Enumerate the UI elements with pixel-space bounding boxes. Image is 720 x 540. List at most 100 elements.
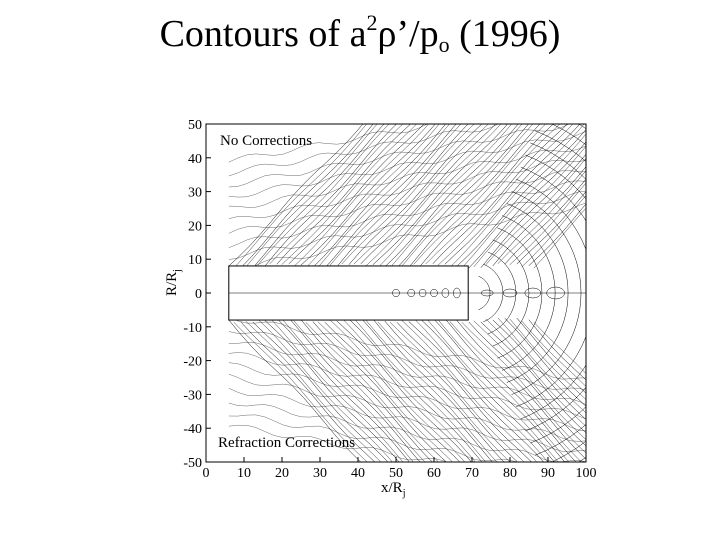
eddy-contour bbox=[418, 288, 427, 298]
mach-wave-contour bbox=[228, 319, 362, 462]
mach-wave-contour bbox=[276, 124, 411, 265]
mach-wave-contour bbox=[353, 318, 487, 462]
mach-wave-contour bbox=[492, 319, 586, 420]
wake-contour bbox=[502, 288, 518, 298]
mach-wave-contour bbox=[312, 321, 447, 462]
far-field-contour bbox=[228, 373, 586, 442]
mach-wave-contour bbox=[432, 317, 566, 462]
mach-wave-contour bbox=[317, 124, 450, 268]
title-suffix: (1996) bbox=[449, 13, 561, 55]
mach-wave-contour bbox=[300, 124, 436, 266]
acoustic-arc-contour bbox=[554, 110, 620, 504]
x-axis-label-sub: j bbox=[402, 488, 406, 499]
title-superscript: 2 bbox=[366, 10, 378, 35]
mach-wave-contour bbox=[509, 318, 586, 400]
mach-wave-contour bbox=[336, 124, 469, 268]
mach-wave-contour bbox=[240, 321, 376, 462]
mach-wave-contour bbox=[461, 322, 586, 454]
mach-wave-contour bbox=[377, 321, 511, 462]
mach-wave-contour bbox=[497, 317, 586, 414]
mach-wave-contour bbox=[360, 317, 493, 462]
far-field-contour bbox=[228, 414, 518, 462]
wake-contour bbox=[546, 286, 565, 300]
mach-wave-contour bbox=[444, 124, 581, 265]
mach-wave-contour bbox=[317, 321, 453, 462]
y-tick-label: -10 bbox=[183, 321, 202, 336]
mach-wave-contour bbox=[245, 321, 382, 462]
mach-wave-contour bbox=[425, 317, 559, 462]
far-field-contour bbox=[228, 124, 429, 163]
mach-wave-contour bbox=[480, 321, 586, 434]
x-tick-label: 70 bbox=[465, 466, 479, 481]
mach-wave-contour bbox=[420, 319, 555, 462]
mach-wave-contour bbox=[269, 317, 404, 462]
mach-wave-contour bbox=[372, 318, 505, 462]
mach-wave-contour bbox=[480, 153, 586, 268]
acoustic-arc-contour bbox=[516, 179, 586, 407]
wake-contour bbox=[480, 289, 494, 297]
mach-wave-contour bbox=[360, 124, 497, 264]
y-tick-label: -50 bbox=[183, 456, 202, 471]
contour-plot: 0 10 20 30 40 50 60 70 80 90 100 50403020100-10-20… bbox=[164, 110, 620, 504]
mach-wave-contour bbox=[348, 318, 483, 462]
mach-wave-contour bbox=[288, 317, 421, 462]
mach-wave-contour bbox=[293, 320, 426, 462]
mach-wave-contour bbox=[528, 319, 586, 381]
mach-wave-contour bbox=[257, 318, 393, 462]
mach-wave-contour bbox=[408, 124, 541, 268]
mach-wave-contour bbox=[365, 319, 498, 462]
mach-wave-contour bbox=[449, 124, 585, 268]
x-tick-label: 20 bbox=[275, 466, 289, 481]
x-tick-label: 10 bbox=[237, 466, 251, 481]
far-field-contour bbox=[228, 362, 586, 432]
mach-wave-contour bbox=[528, 203, 586, 266]
title-prefix: Contours of a bbox=[159, 13, 367, 55]
mach-wave-contour bbox=[324, 124, 457, 269]
eddy-contour bbox=[407, 288, 415, 298]
eddy-contour bbox=[430, 288, 438, 298]
panel-label-bottom: Refraction Corrections bbox=[218, 435, 355, 451]
mach-wave-contour bbox=[521, 195, 586, 268]
mach-wave-contour bbox=[521, 320, 586, 387]
mach-wave-contour bbox=[245, 124, 378, 268]
y-tick-label: 30 bbox=[188, 186, 202, 201]
x-tick-label: 60 bbox=[427, 466, 441, 481]
panel-label-top: No Corrections bbox=[220, 133, 312, 149]
y-tick-label: -30 bbox=[183, 388, 202, 403]
mach-wave-contour bbox=[252, 124, 385, 269]
mach-wave-contour bbox=[509, 182, 586, 265]
y-tick-label: 50 bbox=[188, 118, 202, 133]
acoustic-arc-contour bbox=[520, 166, 586, 420]
y-tick-label: -40 bbox=[183, 422, 202, 437]
mach-wave-contour bbox=[240, 124, 374, 268]
mach-wave-contour bbox=[485, 158, 586, 265]
mach-wave-contour bbox=[264, 320, 400, 462]
y-tick-label: 10 bbox=[188, 253, 202, 268]
mach-wave-contour bbox=[329, 124, 462, 266]
far-field-contour bbox=[228, 124, 570, 188]
title-subscript: o bbox=[438, 32, 450, 57]
mach-wave-contour bbox=[293, 124, 429, 267]
mach-wave-contour bbox=[473, 320, 586, 440]
x-tick-label: 0 bbox=[203, 466, 210, 481]
mach-wave-contour bbox=[516, 191, 586, 265]
mach-wave-contour bbox=[468, 321, 586, 447]
far-field-contour bbox=[228, 316, 586, 380]
far-field-contour bbox=[228, 159, 586, 219]
eddy-contour bbox=[453, 287, 461, 299]
mach-wave-contour bbox=[449, 321, 582, 462]
mach-wave-contour bbox=[492, 166, 586, 267]
mach-wave-contour bbox=[456, 320, 586, 460]
y-ticks: 50 40 30 20 10 0 -10 -20 -30 -40 -50 bbox=[183, 118, 211, 471]
x-tick-label: 40 bbox=[351, 466, 365, 481]
mach-wave-contour bbox=[401, 124, 534, 267]
y-axis-label-main: R/R bbox=[164, 272, 180, 296]
mach-wave-contour bbox=[516, 317, 586, 394]
far-field-contour bbox=[228, 145, 586, 208]
x-tick-label: 50 bbox=[389, 466, 403, 481]
x-tick-label: 100 bbox=[576, 466, 597, 481]
mach-wave-contour bbox=[533, 207, 586, 269]
mach-wave-contour bbox=[384, 124, 519, 268]
mach-wave-contour bbox=[444, 318, 577, 462]
y-axis-label-sub: j bbox=[172, 269, 183, 273]
